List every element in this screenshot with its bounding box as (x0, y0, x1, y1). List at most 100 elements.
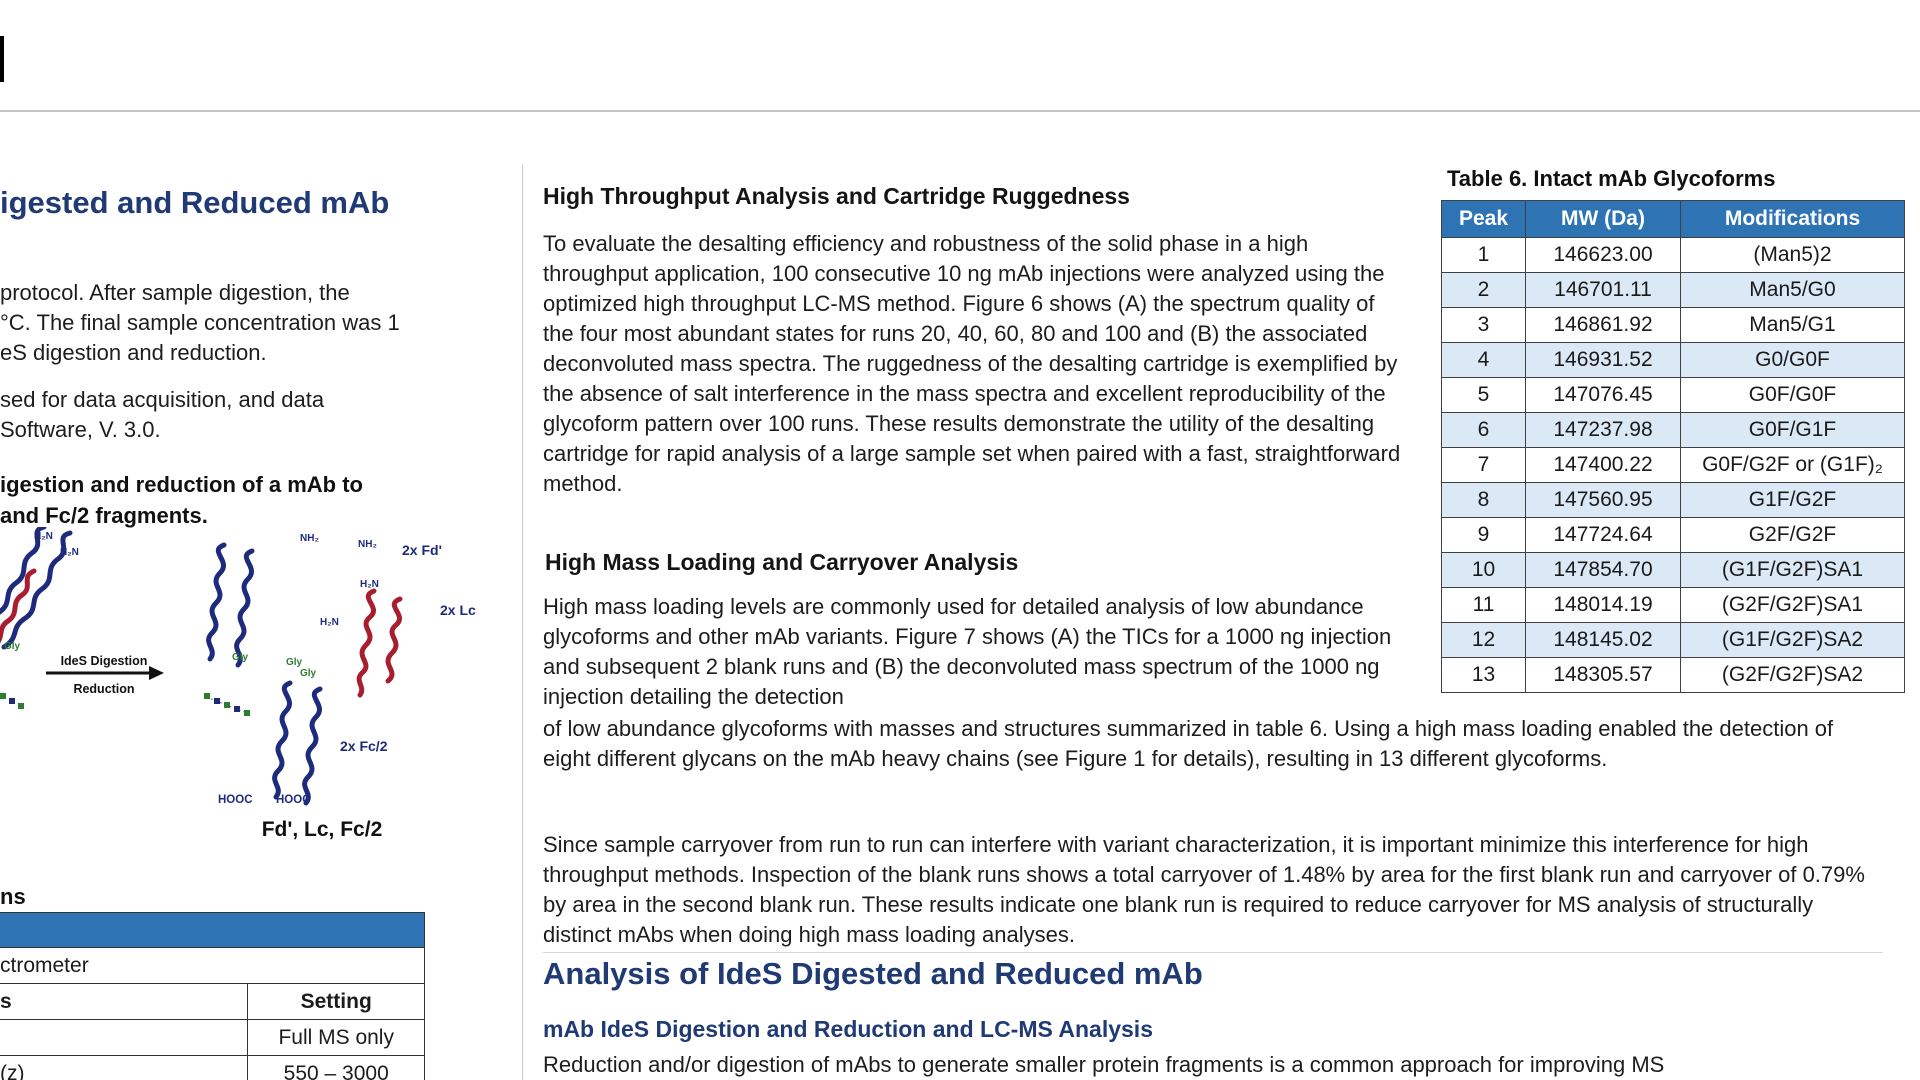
text-line: and Fc/2 fragments. (0, 503, 208, 528)
left-edge-artifact-top (0, 36, 4, 82)
glycan-dot (224, 702, 230, 708)
header-modifications: Modifications (1680, 200, 1905, 238)
heavy-chain-path (1, 530, 73, 650)
left-paragraph-1: protocol. After sample digestion, the °C… (0, 278, 400, 368)
left-section-heading: igested and Reduced mAb (0, 185, 390, 220)
cell-peak: 3 (1441, 307, 1526, 343)
arrow-label-bottom: Reduction (73, 682, 134, 696)
fd-fragment-path (234, 548, 255, 668)
cell-peak: 10 (1441, 552, 1526, 588)
table-header-row: s Setting (0, 984, 424, 1020)
cell-mw: 146931.52 (1525, 342, 1681, 378)
cell-peak: 4 (1441, 342, 1526, 378)
cell-modification: (G1F/G2F)SA2 (1680, 622, 1905, 658)
table-row: 1 146623.00 (Man5)2 (1441, 237, 1905, 273)
cell-mw: 146623.00 (1525, 237, 1681, 273)
fd-label: 2x Fd' (402, 542, 442, 558)
table-row: 11 148014.19 (G2F/G2F)SA1 (1441, 587, 1905, 623)
cell-peak: 6 (1441, 412, 1526, 448)
conditions-table-heading: ns (0, 884, 26, 909)
table-row: 12 148145.02 (G1F/G2F)SA2 (1441, 622, 1905, 658)
table-row: 9 147724.64 G2F/G2F (1441, 517, 1905, 553)
table-row: 2 146701.11 Man5/G0 (1441, 272, 1905, 308)
text-line: °C. The final sample concentration was 1 (0, 310, 400, 335)
lc-fragment-path (385, 596, 403, 684)
gly-label: Gly (4, 641, 21, 652)
h2n-label: H₂N (320, 617, 339, 628)
header-peak: Peak (1441, 200, 1526, 238)
cell-modification: G0F/G2F or (G1F)₂ (1680, 447, 1905, 483)
cell-modification: (Man5)2 (1680, 237, 1905, 273)
setting-cell: Full MS only (247, 1020, 424, 1055)
cell-mw: 147076.45 (1525, 377, 1681, 413)
gly-label: Gly (232, 652, 249, 663)
lc-fragment-path (356, 588, 377, 698)
text-line: sed for data acquisition, and data (0, 387, 325, 412)
cell-mw: 147724.64 (1525, 517, 1681, 553)
glycan-dot (204, 693, 210, 699)
param-cell (0, 1020, 247, 1055)
paragraph-mass-loading-wide: of low abundance glycoforms with masses … (543, 716, 1834, 771)
cell-peak: 2 (1441, 272, 1526, 308)
glycan-dot (214, 698, 220, 704)
cell-peak: 1 (1441, 237, 1526, 273)
cell-peak: 7 (1441, 447, 1526, 483)
glycan-dot (244, 710, 250, 716)
paragraph-reduction-intro: Reduction and/or digestion of mAbs to ge… (543, 1052, 1665, 1077)
table-row: 6 147237.98 G0F/G1F (1441, 412, 1905, 448)
fc-fragment-path (272, 680, 293, 800)
cell-modification: G0/G0F (1680, 342, 1905, 378)
text-line: protocol. After sample digestion, the (0, 280, 350, 305)
table-row: 8 147560.95 G1F/G2F (1441, 482, 1905, 518)
heavy-chain-path (0, 527, 47, 615)
hooc-label: HOOC (218, 794, 253, 806)
h2n-label: H₂N (60, 547, 79, 558)
cell-peak: 9 (1441, 517, 1526, 553)
cell-peak: 12 (1441, 622, 1526, 658)
cell-modification: G0F/G1F (1680, 412, 1905, 448)
section-divider (543, 952, 1883, 953)
table-row: 3 146861.92 Man5/G1 (1441, 307, 1905, 343)
arrow-label-top: IdeS Digestion (61, 654, 148, 668)
table-row: Full MS only (0, 1020, 424, 1056)
cell-mw: 148305.57 (1525, 657, 1681, 693)
light-chain-path (0, 568, 37, 644)
ides-digestion-figure: H₂N H₂N Gly IdeS Digestion Reduction NH₂… (0, 527, 476, 806)
h2n-label: H₂N (360, 579, 379, 590)
cell-modification: G2F/G2F (1680, 517, 1905, 553)
table-row: (z) 550 – 3000 (0, 1056, 424, 1080)
gly-label: Gly (286, 657, 303, 668)
paragraph-throughput: To evaluate the desalting efficiency and… (543, 231, 1401, 496)
arrow-head (149, 666, 164, 680)
cell-modification: Man5/G1 (1680, 307, 1905, 343)
cell-peak: 13 (1441, 657, 1526, 693)
fd-fragment-path (206, 542, 227, 662)
cell-modification: G0F/G0F (1680, 377, 1905, 413)
table-row: 4 146931.52 G0/G0F (1441, 342, 1905, 378)
fc-fragment-path (302, 686, 323, 806)
cell-modification: Man5/G0 (1680, 272, 1905, 308)
h2n-label: H₂N (34, 531, 53, 542)
glycoform-table-caption: Table 6. Intact mAb Glycoforms (1447, 166, 1776, 191)
paragraph-mass-loading-narrow: High mass loading levels are commonly us… (543, 594, 1392, 709)
table-row: 10 147854.70 (G1F/G2F)SA1 (1441, 552, 1905, 588)
left-paragraph-2: sed for data acquisition, and data Softw… (0, 385, 324, 445)
cell-mw: 147400.22 (1525, 447, 1681, 483)
conditions-table-title-bar (0, 912, 424, 948)
cell-mw: 147237.98 (1525, 412, 1681, 448)
cell-modification: (G2F/G2F)SA1 (1680, 587, 1905, 623)
cell-mw: 147854.70 (1525, 552, 1681, 588)
fc-label: 2x Fc/2 (340, 738, 388, 754)
cell-peak: 8 (1441, 482, 1526, 518)
setting-cell: 550 – 3000 (247, 1056, 424, 1080)
cell-mw: 148145.02 (1525, 622, 1681, 658)
lc-label: 2x Lc (440, 602, 476, 618)
gly-label: Gly (300, 668, 317, 679)
column-divider (522, 164, 523, 1080)
glycan-dot (18, 703, 24, 709)
figure-fragments-caption: Fd', Lc, Fc/2 (261, 818, 383, 841)
heading-ides-analysis: Analysis of IdeS Digested and Reduced mA… (543, 956, 1203, 991)
cell-mw: 148014.19 (1525, 587, 1681, 623)
text-line: eS digestion and reduction. (0, 340, 267, 365)
